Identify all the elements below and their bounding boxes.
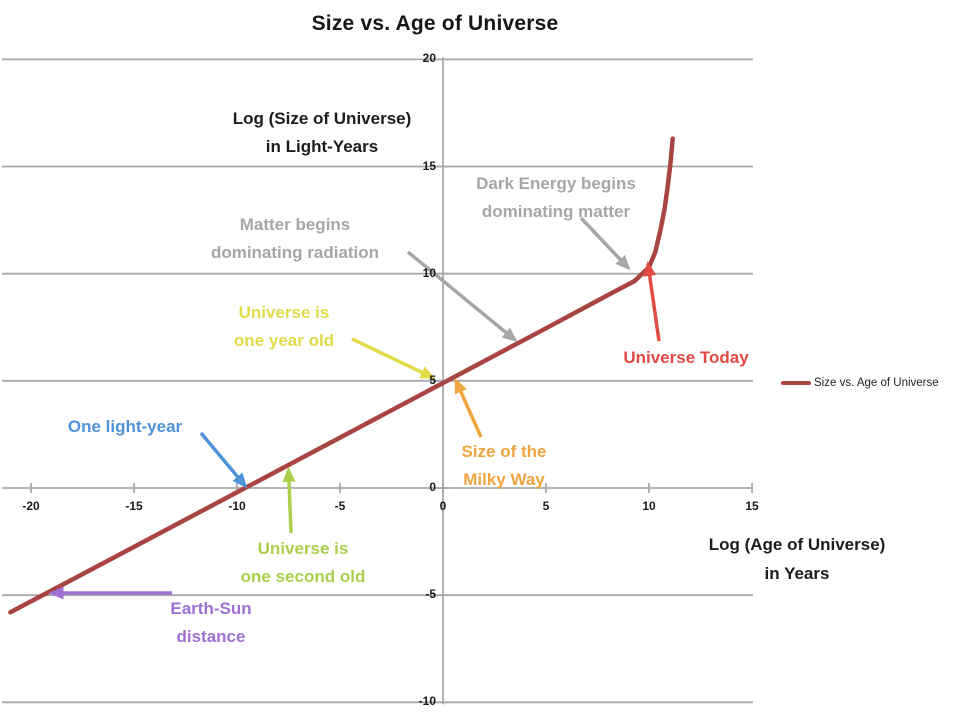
y-tick-label: 10 <box>422 265 436 280</box>
annotation-one-light-year-line1: One light-year <box>67 417 183 436</box>
series-line <box>8 136 675 615</box>
annotation-dark-energy: Dark Energy begins dominating matter <box>416 170 696 226</box>
annotation-arrow-matter-begins <box>406 250 518 343</box>
annotation-arrow-dark-energy <box>579 216 631 271</box>
annotation-universe-today: Universe Today <box>546 344 826 372</box>
annotation-one-second-line2: one second old <box>240 567 366 586</box>
annotation-dark-energy-line2: dominating matter <box>481 202 631 221</box>
y-axis-title-line2: in Light-Years <box>265 137 379 156</box>
y-tick-label: -10 <box>418 694 436 709</box>
annotation-matter-begins-line1: Matter begins <box>239 215 351 234</box>
annotation-one-year: Universe is one year old <box>144 299 424 355</box>
x-tick-label: 0 <box>439 499 447 513</box>
x-tick-label: 15 <box>745 499 759 513</box>
annotation-arrow-universe-today <box>643 261 661 342</box>
x-tick-label: -5 <box>334 499 346 513</box>
y-tick-label: 20 <box>422 51 436 66</box>
annotation-matter-begins: Matter begins dominating radiation <box>155 211 435 267</box>
annotation-earth-sun-line2: distance <box>176 627 246 646</box>
annotation-universe-today-line1: Universe Today <box>623 348 749 367</box>
x-tick-label: -20 <box>22 499 40 513</box>
y-tick-label: 0 <box>429 480 436 494</box>
x-axis-title-line1: Log (Age of Universe) <box>708 535 886 554</box>
annotation-one-second-line1: Universe is <box>257 539 349 558</box>
chart-title: Size vs. Age of Universe <box>311 12 559 35</box>
x-tick-label: -10 <box>228 499 246 513</box>
annotation-arrow-milky-way <box>454 378 483 438</box>
legend-label: Size vs. Age of Universe <box>814 377 939 389</box>
annotation-one-light-year: One light-year <box>0 413 265 441</box>
x-tick-label: 5 <box>542 499 550 513</box>
annotation-one-year-line2: one year old <box>233 331 335 350</box>
annotation-earth-sun-line1: Earth-Sun <box>170 599 252 618</box>
x-tick-label: 10 <box>642 499 656 513</box>
annotation-arrow-one-light-year <box>199 431 248 489</box>
annotation-dark-energy-line1: Dark Energy begins <box>476 174 636 193</box>
legend-line-swatch <box>781 381 811 385</box>
annotation-matter-begins-line2: dominating radiation <box>210 243 380 262</box>
x-axis-title: Log (Age of Universe) in Years <box>637 530 957 588</box>
y-tick-label: 15 <box>422 158 436 173</box>
annotation-one-year-line1: Universe is <box>238 303 330 322</box>
annotation-one-second: Universe is one second old <box>163 535 443 591</box>
annotation-milky-way: Size of the Milky Way <box>364 438 644 494</box>
y-axis-title-line1: Log (Size of Universe) <box>232 109 412 128</box>
annotation-arrow-one-year <box>351 337 436 380</box>
x-axis-title-line2: in Years <box>764 564 830 583</box>
annotation-earth-sun: Earth-Sun distance <box>71 595 351 651</box>
y-tick-label: 5 <box>429 372 436 387</box>
x-tick-label: -15 <box>125 499 143 513</box>
legend: Size vs. Age of Universe <box>781 374 939 392</box>
annotation-milky-way-line1: Size of the <box>461 442 547 461</box>
annotation-milky-way-line2: Milky Way <box>463 470 545 489</box>
y-tick-label: -5 <box>425 587 436 602</box>
y-axis-title: Log (Size of Universe) in Light-Years <box>162 105 482 161</box>
annotation-arrow-one-second <box>282 466 296 534</box>
